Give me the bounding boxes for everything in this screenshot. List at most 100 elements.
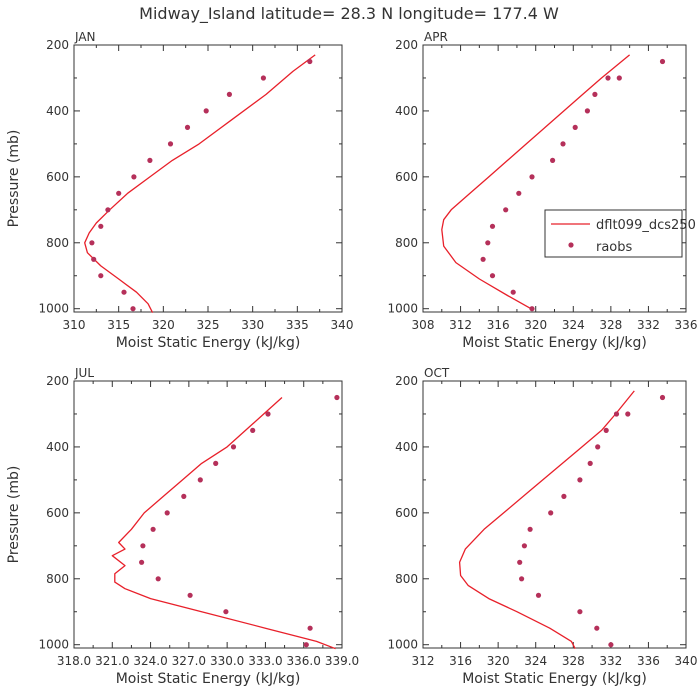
oct-panel-label: OCT [424,366,450,380]
apr-xtick-label: 336 [675,318,698,332]
oct-raob-point [577,477,583,483]
oct-xtick-label: 336 [637,654,660,668]
oct-raob-point [517,559,523,565]
jul-raob-point [334,394,340,401]
jul-xtick-label: 339.0 [325,654,359,668]
jan-xtick-label: 315 [107,318,130,332]
jul-xtick-label: 333.0 [248,654,282,668]
oct-raob-point [561,493,567,499]
oct-raob-point [659,394,666,401]
apr-raob-point [605,75,611,81]
apr-xtick-label: 316 [487,318,510,332]
oct-x-axis-title: Moist Static Energy (kJ/kg) [462,671,647,687]
panel-jan: JAN 200 400 600 800 1000 310 315 320 325 330 335 340… [6,30,353,351]
legend: dflt099_dcs250 raobs [544,209,696,258]
jul-ytick-label: 400 [46,440,69,454]
jul-xtick-label: 330.0 [210,654,244,668]
oct-xtick-label: 316 [449,654,472,668]
jul-panel-label: JUL [74,366,94,380]
apr-xtick-label: 328 [599,318,622,332]
jan-xtick-label: 340 [331,318,354,332]
oct-raob-point [587,460,593,466]
oct-ytick-label: 600 [395,506,418,520]
apr-ytick-label: 800 [395,236,418,250]
oct-raob-point [603,427,609,433]
jan-raob-point [307,58,313,65]
legend-model-label: dflt099_dcs250 [596,218,696,233]
oct-raob-point [613,411,620,417]
oct-xtick-label: 332 [599,654,622,668]
apr-panel-label: APR [424,30,448,44]
jul-raob-point [139,559,145,565]
apr-raob-point [616,75,622,81]
oct-xtick-label: 312 [412,654,435,668]
jan-raob-point [203,108,209,114]
apr-raob-point [550,157,556,163]
jul-raob-point [265,411,271,417]
oct-raob-point [625,411,631,417]
jan-raob-point [121,289,127,295]
oct-raob-point [595,444,601,450]
jan-raob-point [116,190,122,196]
jan-raob-point [89,240,95,246]
jul-ytick-label: 800 [46,572,69,586]
jan-raob-point [167,141,174,147]
panel-jul: JUL 200 400 600 800 1000 318.0 321.0 324.0 327.0 3… [6,366,359,687]
jan-y-axis-title: Pressure (mb) [6,130,22,228]
apr-raob-point [503,207,509,213]
oct-xtick-label: 324 [524,654,547,668]
jan-ytick-label: 400 [46,104,69,118]
jan-ytick-label: 1000 [38,302,69,316]
apr-raob-point [584,108,591,114]
oct-xtick-label: 320 [487,654,510,668]
jan-x-axis-title: Moist Static Energy (kJ/kg) [116,335,301,351]
jul-raob-point [303,642,309,648]
jan-raob-point [98,273,104,279]
apr-raob-point [592,91,598,97]
jan-raob-point [260,75,266,81]
jul-raob-point [230,444,237,450]
oct-ytick-label: 200 [395,374,418,388]
jul-ytick-label: 1000 [38,638,69,652]
jan-raob-point [147,157,153,163]
jul-xtick-label: 336.0 [287,654,321,668]
jan-raob-point [131,174,137,180]
jul-raob-point [155,576,161,582]
oct-raob-point [577,609,583,615]
jan-raob-point [226,91,232,97]
oct-xtick-label: 340 [675,654,698,668]
legend-point-swatch [568,242,574,248]
oct-raob-point [527,526,533,532]
apr-raob-point [489,273,496,279]
jul-raob-point [213,460,219,466]
apr-raob-point [529,174,535,180]
apr-xtick-label: 308 [412,318,435,332]
oct-ytick-label: 800 [395,572,418,586]
jan-xtick-label: 330 [241,318,264,332]
jan-xtick-label: 310 [63,318,86,332]
apr-raob-point [659,58,666,65]
oct-model-line [458,390,635,650]
jul-x-axis-title: Moist Static Energy (kJ/kg) [116,671,301,687]
jul-ytick-label: 600 [46,506,69,520]
apr-xtick-label: 312 [449,318,472,332]
jul-raob-point [140,543,146,549]
apr-model-line [441,54,631,310]
apr-raob-point [516,190,522,196]
legend-box [544,209,683,258]
jan-xtick-label: 320 [152,318,175,332]
apr-raob-point [510,289,516,295]
jul-ytick-label: 200 [46,374,69,388]
apr-ytick-label: 600 [395,170,418,184]
oct-raob-point [608,642,614,648]
oct-raob-point [519,576,525,582]
oct-ytick-label: 1000 [387,638,418,652]
jul-raob-point [164,510,170,516]
jan-ytick-label: 800 [46,236,69,250]
jan-panel-label: JAN [74,30,96,44]
legend-obs-label: raobs [596,240,633,255]
jan-ytick-label: 600 [46,170,69,184]
jan-raob-point [91,256,97,262]
apr-raob-point [529,306,535,312]
